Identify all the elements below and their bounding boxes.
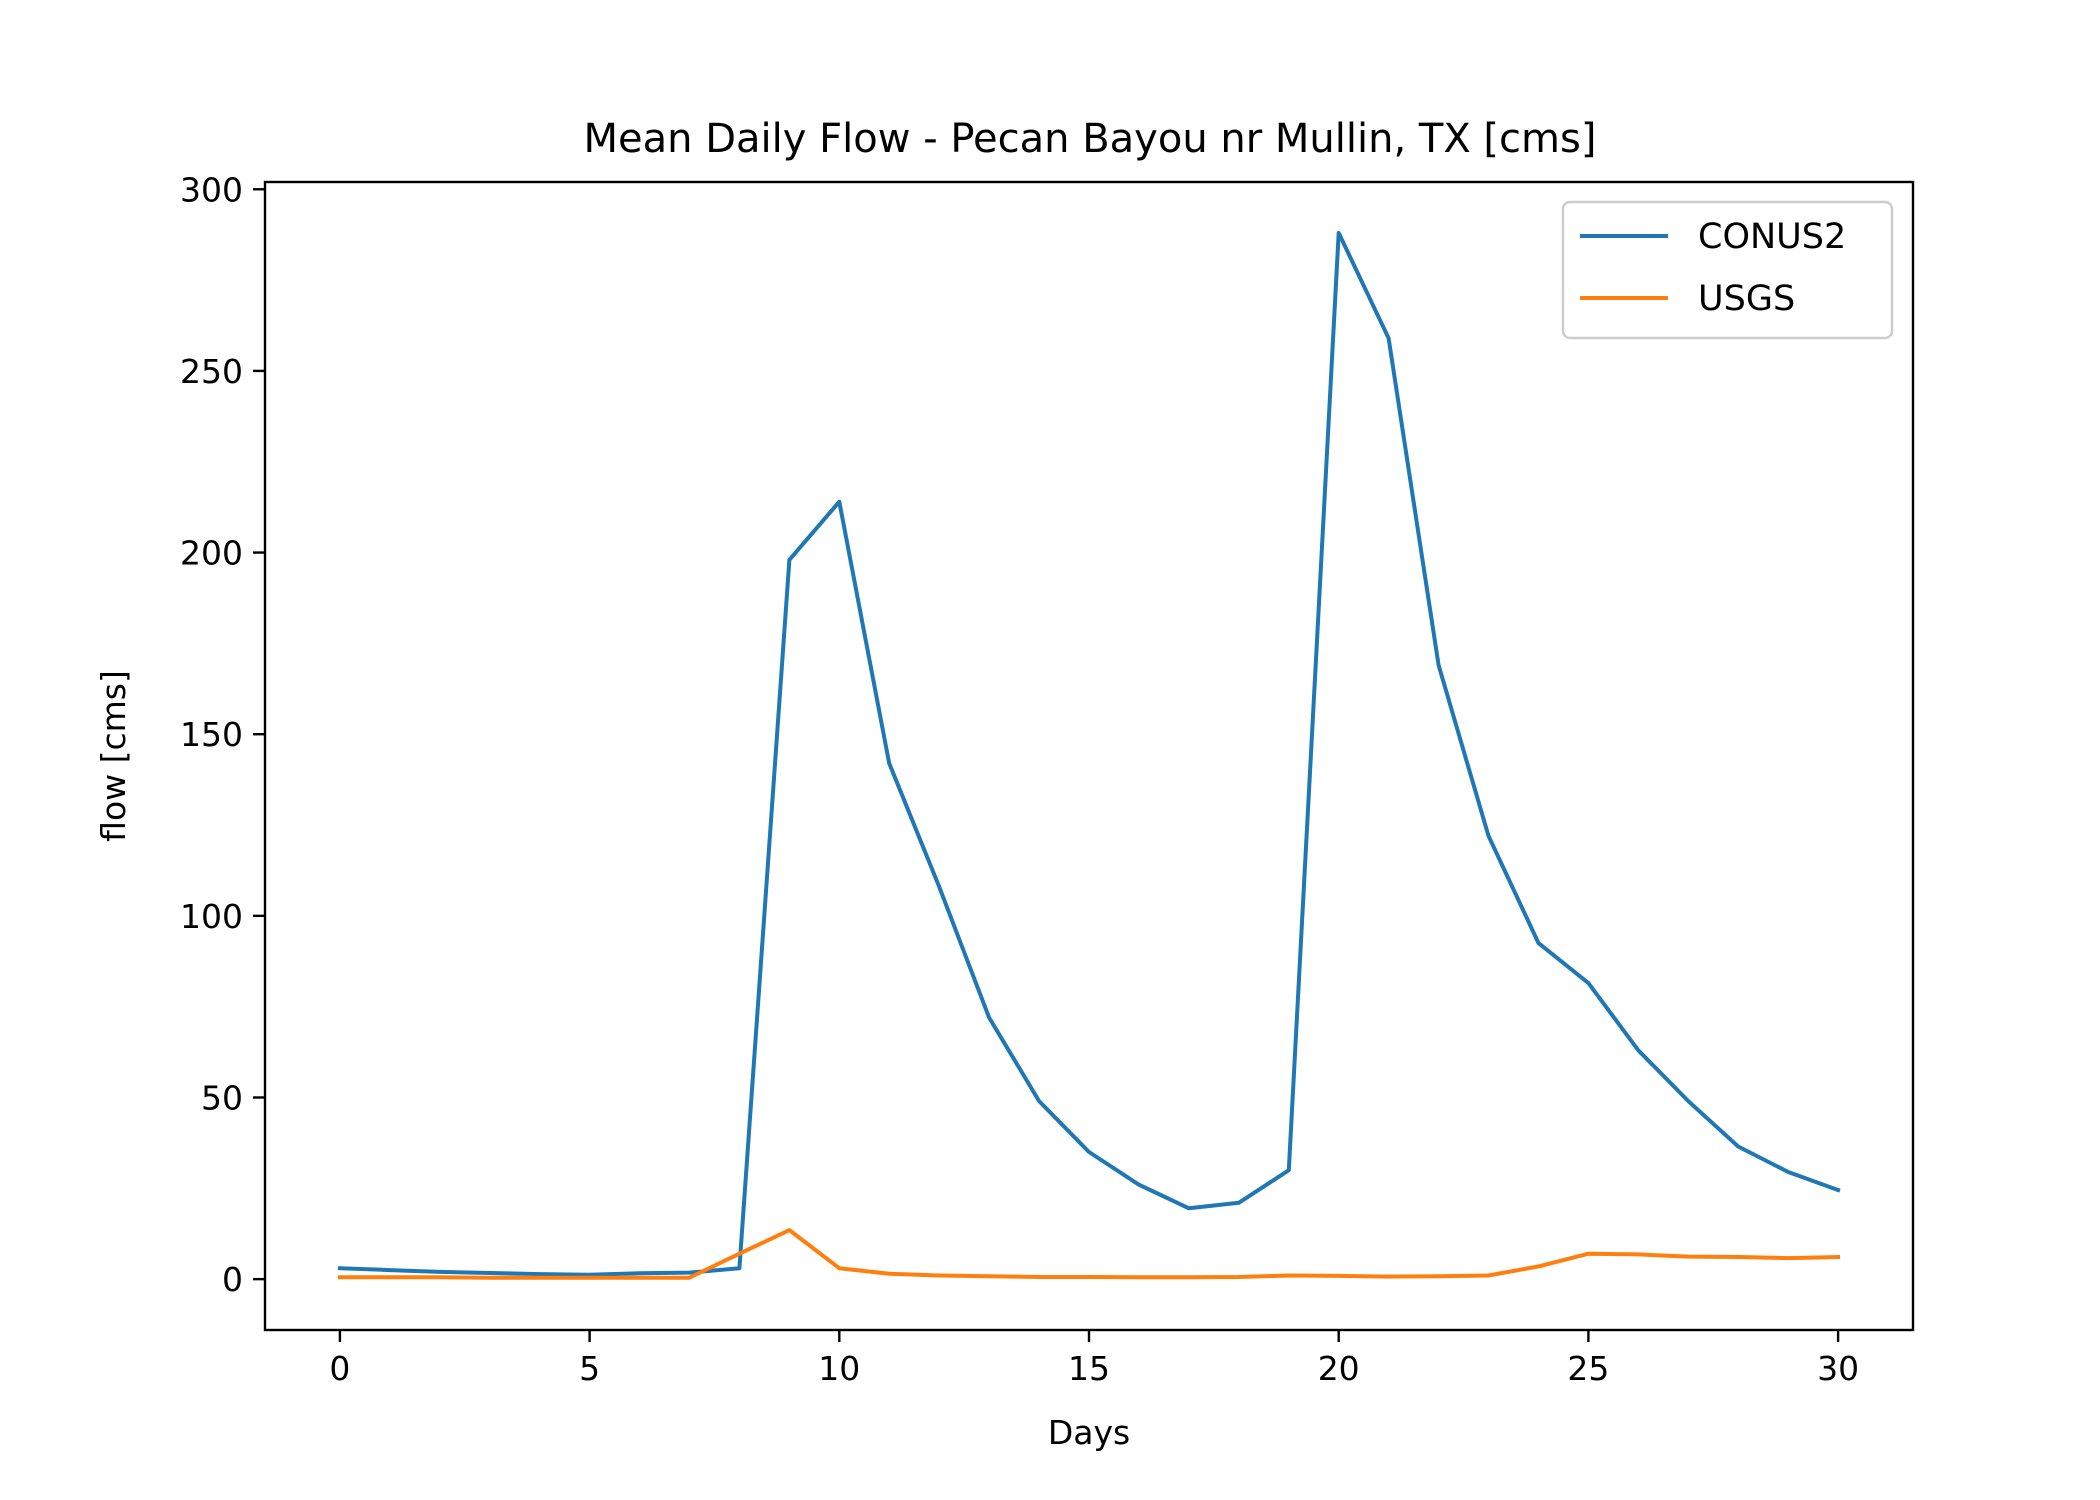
- legend: CONUS2 USGS: [1561, 200, 1894, 340]
- x-axis-ticks: 0 5 10 15 20 25 30: [329, 1330, 1859, 1388]
- y-tick-label: 150: [180, 715, 243, 754]
- y-tick-label: 0: [222, 1260, 243, 1299]
- x-tick-label: 0: [329, 1349, 350, 1388]
- plot-area: [337, 230, 1841, 1280]
- x-tick-label: 5: [579, 1349, 600, 1388]
- y-tick-label: 100: [180, 897, 243, 936]
- x-tick-label: 10: [818, 1349, 860, 1388]
- y-tick-label: 200: [180, 534, 243, 573]
- x-tick-label: 30: [1817, 1349, 1859, 1388]
- series-line-usgs: [337, 1228, 1841, 1280]
- x-tick-label: 20: [1318, 1349, 1360, 1388]
- x-tick-label: 25: [1567, 1349, 1609, 1388]
- chart-title: Mean Daily Flow - Pecan Bayou nr Mullin,…: [584, 116, 1597, 162]
- x-tick-label: 15: [1068, 1349, 1110, 1388]
- y-axis-ticks: 0 50 100 150 200 250 300: [180, 170, 265, 1299]
- x-axis-label: Days: [1048, 1413, 1130, 1452]
- axes-frame: [263, 180, 1915, 1332]
- legend-label-usgs: USGS: [1698, 279, 1795, 319]
- legend-label-conus2: CONUS2: [1698, 217, 1846, 257]
- y-tick-label: 50: [201, 1078, 243, 1117]
- series-line-conus2: [337, 230, 1841, 1277]
- y-tick-label: 300: [180, 170, 243, 209]
- y-axis-label: flow [cms]: [94, 670, 133, 842]
- y-tick-label: 250: [180, 352, 243, 391]
